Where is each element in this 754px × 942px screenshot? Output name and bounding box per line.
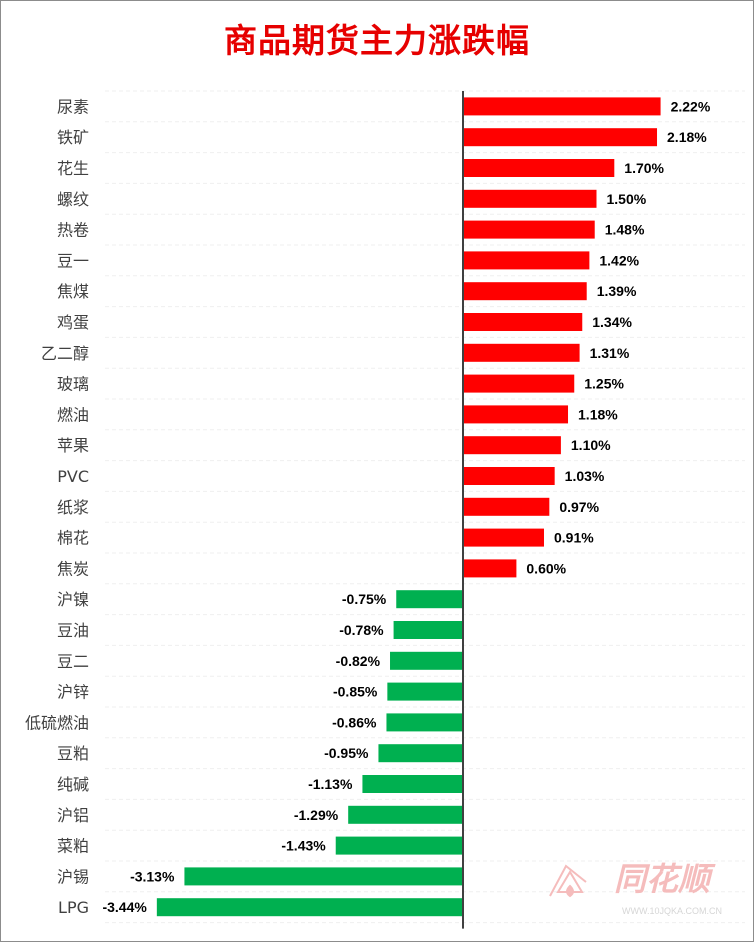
data-label: 2.22% <box>671 98 711 114</box>
bar <box>390 651 463 670</box>
spade-icon <box>549 864 587 898</box>
data-label: 1.34% <box>592 314 632 330</box>
data-label: -3.13% <box>130 868 175 884</box>
category-label: 玻璃 <box>57 375 89 394</box>
bar <box>463 189 597 208</box>
bar <box>463 497 550 516</box>
bar <box>396 590 463 609</box>
watermark-logo: 同花顺 WWW.10JQKA.COM.CN <box>549 860 722 916</box>
data-label: 0.60% <box>526 560 566 576</box>
watermark-brand: 同花顺 <box>614 860 716 898</box>
bar <box>463 282 587 301</box>
category-label: PVC <box>57 467 89 486</box>
category-label: 铁矿 <box>57 128 89 147</box>
chart-title: 商品期货主力涨跌幅 <box>224 21 530 60</box>
data-label: -0.86% <box>332 714 377 730</box>
data-label: 1.70% <box>624 160 664 176</box>
data-label: 1.25% <box>584 376 624 392</box>
bar <box>463 220 595 239</box>
category-label: 尿素 <box>57 97 89 116</box>
data-label: -1.43% <box>281 838 326 854</box>
bar <box>393 621 463 639</box>
category-label: 苹果 <box>57 436 89 455</box>
data-label: 1.10% <box>571 437 611 453</box>
data-label: -0.75% <box>342 591 387 607</box>
watermark-url: WWW.10JQKA.COM.CN <box>622 906 722 916</box>
category-label: 沪锌 <box>57 683 89 702</box>
category-label: 焦煤 <box>57 282 89 301</box>
category-label: 豆油 <box>57 621 89 640</box>
bar <box>463 128 658 147</box>
data-label: 1.03% <box>565 468 605 484</box>
category-label: 纯碱 <box>57 775 89 794</box>
category-label: 纸浆 <box>57 498 89 517</box>
category-label: 菜粕 <box>57 837 89 856</box>
data-label: -0.78% <box>339 622 384 638</box>
data-label: 1.39% <box>597 283 637 299</box>
data-label: -0.85% <box>333 684 378 700</box>
bar <box>184 867 463 886</box>
bar <box>463 528 544 547</box>
data-label: -1.29% <box>294 807 339 823</box>
data-label: -3.44% <box>102 899 147 915</box>
bar <box>463 343 580 362</box>
bar <box>463 251 590 270</box>
data-label: -0.82% <box>336 653 381 669</box>
bar <box>463 467 555 485</box>
bar <box>335 836 463 855</box>
category-label: 低硫燃油 <box>25 713 89 732</box>
category-label: 豆二 <box>57 652 89 671</box>
bar <box>463 405 569 424</box>
category-label: 螺纹 <box>57 190 89 209</box>
category-label: 沪锡 <box>57 867 89 886</box>
category-label: LPG <box>58 898 89 917</box>
category-label: 热卷 <box>57 221 89 240</box>
category-label: 豆粕 <box>57 744 89 763</box>
data-label: 1.31% <box>590 345 630 361</box>
data-label: 2.18% <box>667 129 707 145</box>
category-label: 燃油 <box>57 405 89 424</box>
category-label: 沪铝 <box>57 806 89 825</box>
data-label: -1.13% <box>308 776 353 792</box>
bar <box>463 559 517 578</box>
category-label: 豆一 <box>57 251 89 270</box>
bar <box>156 898 463 917</box>
bar <box>386 713 463 732</box>
bar <box>378 744 463 763</box>
category-label: 棉花 <box>57 529 89 548</box>
bar <box>348 805 463 824</box>
bar <box>463 97 661 116</box>
data-label: 0.91% <box>554 530 594 546</box>
data-label: -0.95% <box>324 745 369 761</box>
data-label: 1.18% <box>578 406 618 422</box>
bar <box>362 775 463 793</box>
bar <box>463 313 583 331</box>
category-label: 乙二醇 <box>41 344 89 363</box>
data-label: 1.48% <box>605 222 645 238</box>
bar <box>463 436 561 455</box>
bar <box>463 374 575 393</box>
category-label: 沪镍 <box>57 590 89 609</box>
bar <box>463 159 615 177</box>
category-label: 鸡蛋 <box>57 313 89 332</box>
bar <box>387 682 463 701</box>
data-label: 0.97% <box>559 499 599 515</box>
data-label: 1.50% <box>607 191 647 207</box>
category-label: 焦炭 <box>57 559 89 578</box>
category-label: 花生 <box>57 159 89 178</box>
data-label: 1.42% <box>599 252 639 268</box>
